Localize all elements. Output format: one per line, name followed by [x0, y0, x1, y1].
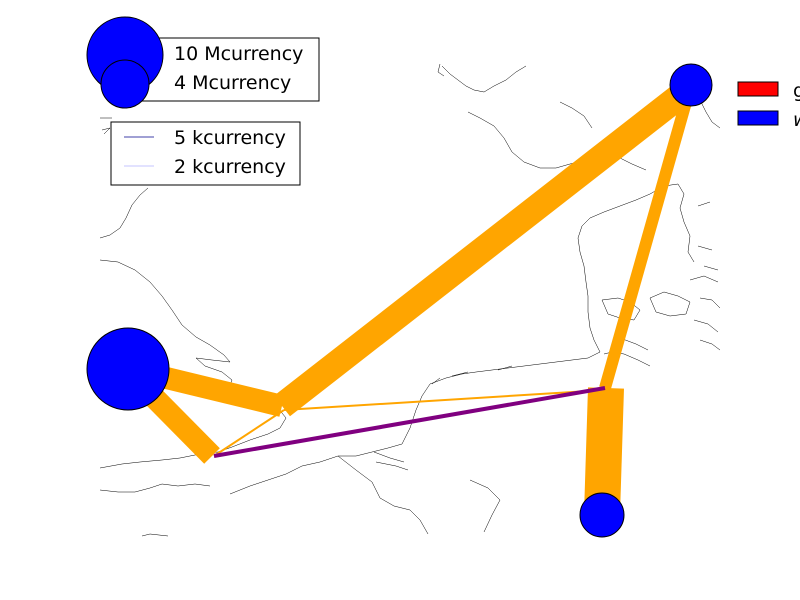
- legend-bus-size-label: 10 Mcurrency: [174, 43, 303, 65]
- legend-flows: 5 kcurrency 2 kcurrency: [110, 121, 301, 186]
- legend-carrier-swatch-blue: [737, 110, 779, 126]
- flow-link-south-coast: [213, 409, 285, 457]
- bus-uk: [86, 327, 170, 411]
- legend-carrier-label: w: [793, 109, 800, 131]
- flow-link-norway-jutland: [599, 86, 696, 390]
- line-flow-south-jutland: [213, 386, 606, 458]
- legend-bus-size-marker-small: [100, 59, 150, 109]
- flow-link-coast-norway: [274, 77, 698, 417]
- legend-carrier-swatch-red: [737, 81, 779, 97]
- buses: [86, 63, 713, 538]
- legend-bus-sizes: 10 Mcurrency 4 Mcurrency: [86, 16, 320, 109]
- legend-carriers: g w: [737, 80, 800, 131]
- legend-flow-label: 2 kcurrency: [174, 156, 286, 178]
- bus-norway: [669, 63, 713, 107]
- legend-flow-label: 5 kcurrency: [174, 127, 286, 149]
- bus-germany: [579, 492, 625, 538]
- legend-bus-size-label: 4 Mcurrency: [174, 72, 291, 94]
- legend-carrier-label: g: [793, 80, 800, 102]
- flow-link-uk-jutland: [283, 389, 606, 411]
